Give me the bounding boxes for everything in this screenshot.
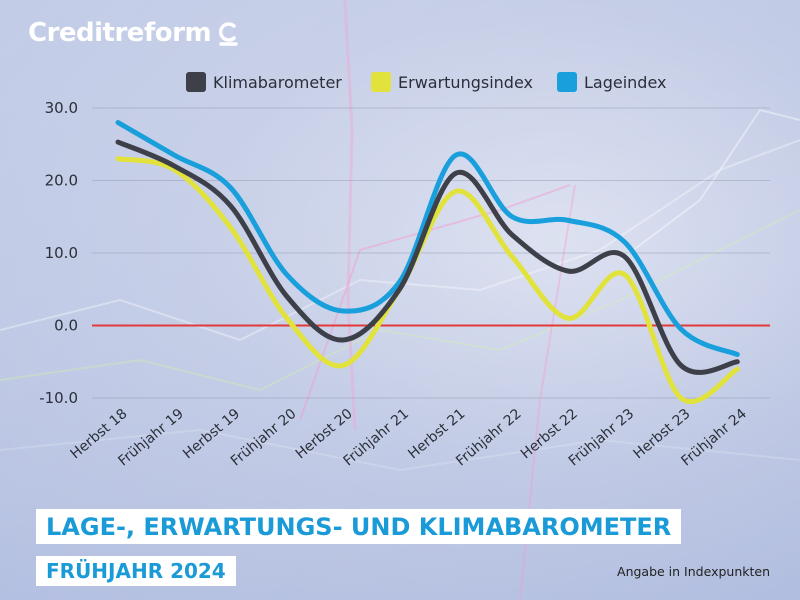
legend-swatch: [186, 72, 206, 92]
y-tick-label: 20.0: [45, 172, 78, 190]
series-line-lageindex: [115, 120, 740, 357]
brand-name: Creditreform: [28, 18, 212, 48]
y-tick-label: -10.0: [39, 389, 78, 407]
series-line-erwartungsindex: [115, 156, 740, 404]
y-tick-label: 30.0: [45, 99, 78, 117]
series-line-klimabarometer: [115, 139, 740, 375]
creditreform-logo: Creditreform: [28, 18, 239, 48]
chart-subtitle: FRÜHJAHR 2024: [36, 556, 236, 586]
legend-swatch: [557, 72, 577, 92]
creditreform-c-icon: [219, 22, 238, 46]
legend-label: Klimabarometer: [213, 73, 342, 92]
y-tick-label: 10.0: [45, 244, 78, 262]
legend-swatch: [371, 72, 391, 92]
chart-title: LAGE-, ERWARTUNGS- UND KLIMABAROMETER: [36, 509, 682, 544]
legend-label: Erwartungsindex: [398, 73, 533, 92]
unit-note: Angabe in Indexpunkten: [617, 564, 770, 579]
y-tick-label: 0.0: [54, 317, 78, 335]
legend-label: Lageindex: [584, 73, 667, 92]
